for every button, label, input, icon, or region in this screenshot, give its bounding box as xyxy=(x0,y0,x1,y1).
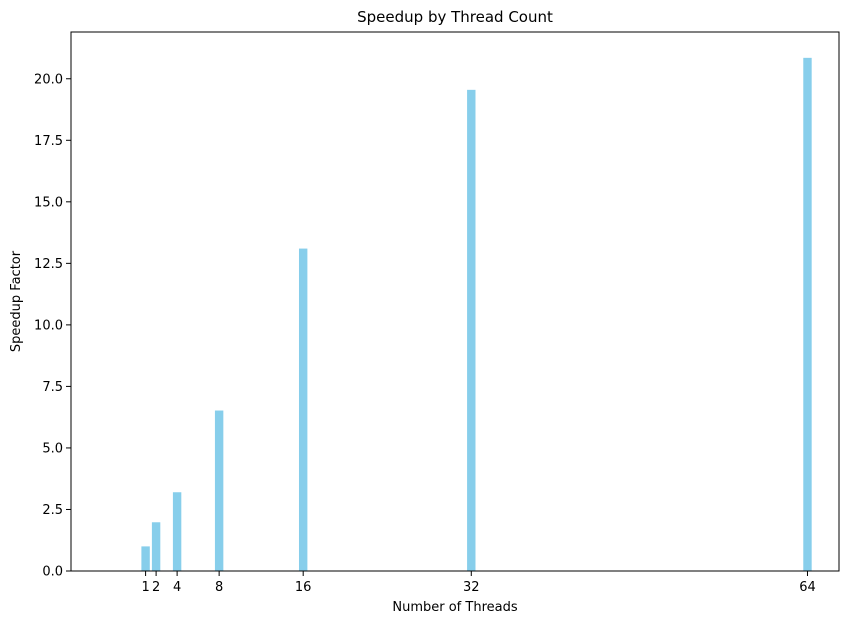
y-axis-label: Speedup Factor xyxy=(9,250,24,352)
bar-threads-8 xyxy=(214,410,224,571)
bar-threads-4 xyxy=(172,492,182,571)
y-tick-label: 10.0 xyxy=(34,318,63,333)
y-tick-label: 12.5 xyxy=(34,257,63,272)
plot-frame xyxy=(70,31,840,572)
bar-threads-16 xyxy=(298,248,308,571)
y-tick-label: 5.0 xyxy=(42,441,63,456)
bar-threads-32 xyxy=(467,89,476,572)
x-tick-label: 2 xyxy=(152,580,160,595)
x-tick-label: 4 xyxy=(173,580,181,595)
y-axis: 0.0 2.5 5.0 7.5 10.0 12.5 15.0 17.5 20.0 xyxy=(34,72,71,580)
y-tick-label: 20.0 xyxy=(34,72,63,87)
x-axis: 1 2 4 8 16 32 64 xyxy=(141,571,816,595)
x-tick-label: 64 xyxy=(799,580,816,595)
x-tick-label: 8 xyxy=(215,580,223,595)
x-tick-label: 1 xyxy=(141,580,149,595)
bar-threads-1 xyxy=(141,546,150,571)
y-tick-label: 0.0 xyxy=(42,565,63,580)
bar-threads-64 xyxy=(803,57,812,571)
x-tick-label: 16 xyxy=(295,580,312,595)
y-tick-label: 2.5 xyxy=(42,503,63,518)
bars-group xyxy=(141,57,812,572)
x-tick-label: 32 xyxy=(463,580,480,595)
y-tick-label: 17.5 xyxy=(34,134,63,149)
chart-title: Speedup by Thread Count xyxy=(357,8,553,26)
y-tick-label: 15.0 xyxy=(34,195,63,210)
y-tick-label: 7.5 xyxy=(42,380,63,395)
bar-threads-2 xyxy=(151,522,161,571)
x-axis-label: Number of Threads xyxy=(392,600,517,615)
